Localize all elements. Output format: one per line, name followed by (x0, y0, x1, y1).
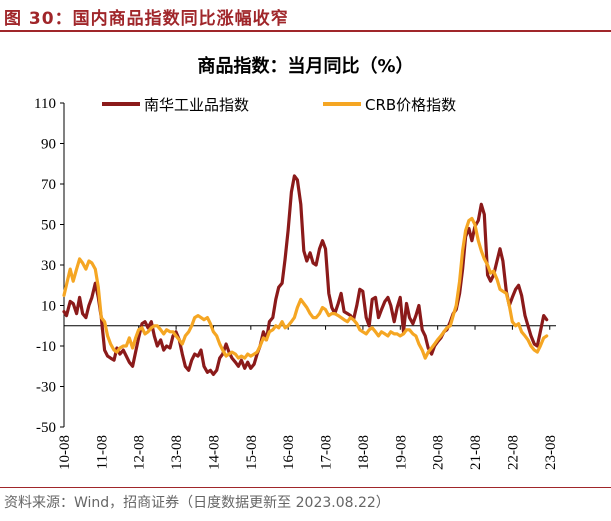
footer-divider (0, 487, 611, 488)
x-tick-label: 10-08 (57, 435, 73, 470)
x-tick-label: 23-08 (543, 435, 559, 470)
x-tick-label: 16-08 (281, 435, 297, 470)
y-tick-label: -50 (36, 420, 56, 436)
x-tick-label: 21-08 (468, 435, 484, 470)
y-tick-label: 50 (41, 218, 56, 234)
series-line-nanhua (62, 174, 549, 376)
x-tick-label: 13-08 (169, 435, 185, 470)
y-tick-label: -10 (36, 339, 56, 355)
figure-header: 图 30：国内商品指数同比涨幅收窄 (0, 0, 611, 30)
x-tick-label: 11-08 (94, 435, 110, 469)
x-tick-label: 18-08 (356, 435, 372, 470)
chart-title: 商品指数：当月同比（%） (197, 56, 414, 77)
x-tick-label: 20-08 (431, 435, 447, 470)
x-tick-label: 17-08 (319, 435, 335, 470)
x-tick-label: 19-08 (393, 435, 409, 470)
x-tick-label: 14-08 (206, 435, 222, 470)
y-tick-label: 70 (41, 177, 56, 193)
legend-label: CRB价格指数 (365, 96, 456, 114)
x-tick-label: 22-08 (505, 435, 521, 470)
legend-label: 南华工业品指数 (144, 96, 249, 114)
source-note: 资料来源：Wind，招商证券（日度数据更新至 2023.08.22） (4, 495, 390, 511)
figure-title: 图 30：国内商品指数同比涨幅收窄 (4, 9, 289, 29)
header-divider (0, 30, 611, 32)
y-tick-label: 30 (41, 258, 56, 274)
y-tick-label: 90 (41, 137, 56, 153)
x-tick-label: 15-08 (244, 435, 260, 470)
series-line-crb (62, 216, 549, 360)
y-tick-label: -30 (36, 380, 56, 396)
y-tick-label: 110 (34, 96, 56, 112)
y-tick-label: 10 (41, 299, 56, 315)
x-tick-label: 12-08 (132, 435, 148, 470)
